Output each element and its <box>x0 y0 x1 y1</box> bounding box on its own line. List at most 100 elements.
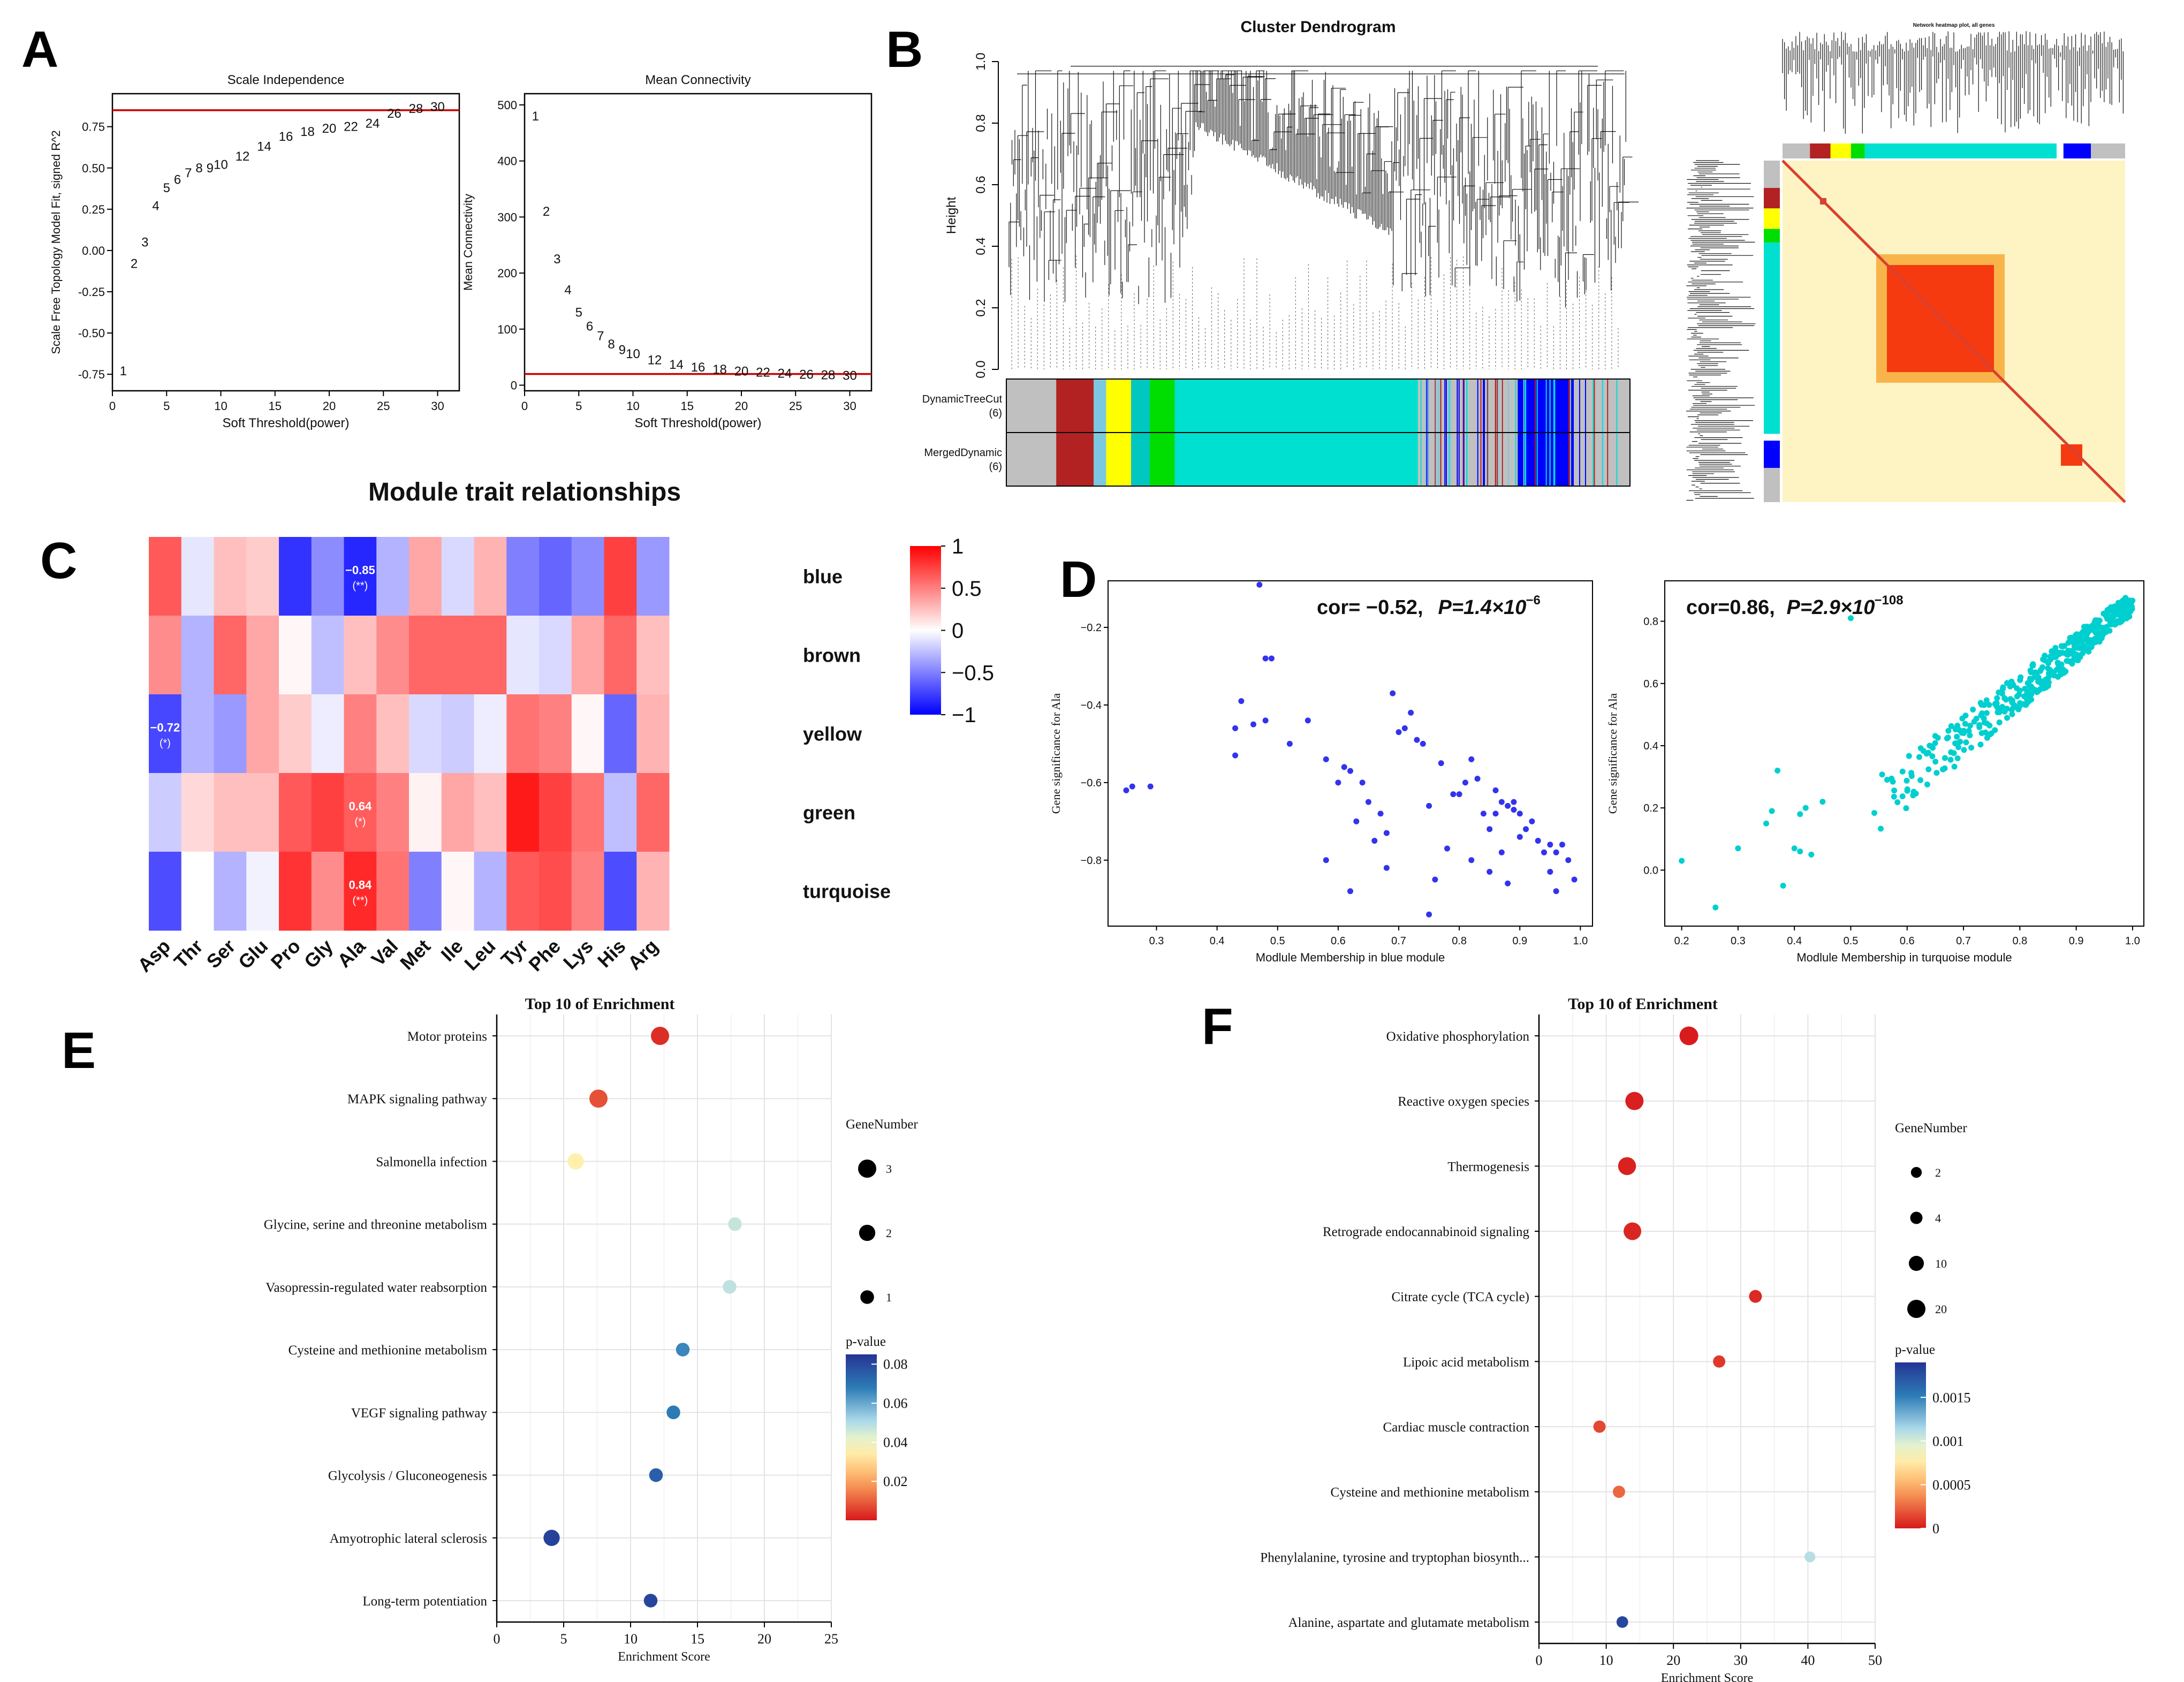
data-point <box>1408 709 1414 716</box>
correlation-text: cor= −0.52, <box>1317 596 1423 619</box>
heatmap-cell <box>344 537 377 616</box>
x-tick-label: 10 <box>214 399 227 413</box>
heatmap-cell <box>409 616 442 695</box>
size-legend-label: 10 <box>1935 1257 1947 1270</box>
power-label: 8 <box>608 337 615 352</box>
data-point <box>1420 740 1426 747</box>
enrichment-bubble <box>728 1217 742 1231</box>
heatmap-cell <box>214 616 247 695</box>
data-point <box>1984 734 1990 741</box>
enrichment-bubble <box>1624 1222 1642 1240</box>
power-label: 4 <box>152 199 159 214</box>
enrichment-bubble <box>1618 1157 1636 1176</box>
data-point <box>1959 715 1966 722</box>
x-tick-label: 0.6 <box>1331 935 1346 947</box>
data-point <box>1970 706 1976 713</box>
power-label: 16 <box>691 360 706 375</box>
top-module-bar <box>1851 143 1865 158</box>
data-point <box>1923 751 1930 757</box>
heatmap-cell <box>344 773 377 852</box>
color-legend-title: p-value <box>846 1335 886 1349</box>
data-point <box>1808 851 1815 858</box>
pvalue-colorbar <box>846 1354 877 1520</box>
colorbar-label: 1 <box>952 535 964 558</box>
data-point <box>2052 648 2059 654</box>
power-label: 28 <box>409 102 423 116</box>
heatmap-diagonal <box>1781 160 2126 503</box>
x-tick-label: 0 <box>1536 1653 1543 1668</box>
size-legend-dot <box>1907 1300 1925 1318</box>
enrichment-bubble <box>1612 1486 1625 1498</box>
data-point <box>2007 696 2014 702</box>
data-point <box>1904 786 1910 792</box>
power-label: 14 <box>669 358 684 372</box>
row-label: turquoise <box>803 881 891 903</box>
data-point <box>2016 691 2022 698</box>
chart-title: Cluster Dendrogram <box>1240 18 1396 36</box>
category-label: Citrate cycle (TCA cycle) <box>1391 1290 1529 1305</box>
x-tick-label: 0.6 <box>1900 935 1915 947</box>
data-point <box>1123 787 1129 793</box>
heatmap-cell <box>311 537 344 616</box>
data-point <box>2096 617 2103 624</box>
data-point <box>2067 635 2073 641</box>
heatmap-cell <box>474 694 507 774</box>
data-point <box>1797 811 1803 817</box>
power-label: 10 <box>214 158 228 172</box>
heatmap-cell <box>246 852 279 931</box>
data-point <box>1917 745 1924 752</box>
y-axis-label: Gene significance for Ala <box>1606 693 1619 814</box>
column-label: Tyr <box>497 935 533 971</box>
side-module-bar <box>1764 188 1780 209</box>
data-point <box>1780 882 1786 889</box>
x-tick-label: 30 <box>431 399 444 413</box>
y-tick-label: 0.6 <box>1643 678 1658 690</box>
data-point <box>1553 849 1559 855</box>
power-label: 10 <box>626 347 640 361</box>
data-point <box>1535 838 1541 844</box>
data-point <box>1390 690 1396 696</box>
enrichment-bubble <box>1749 1290 1762 1303</box>
enrichment-bubble <box>649 1468 663 1482</box>
p-value-exponent: −6 <box>1526 593 1541 608</box>
data-point <box>1976 722 1983 728</box>
data-point <box>1401 725 1408 731</box>
data-point <box>2092 623 2098 630</box>
data-point <box>2071 642 2077 649</box>
size-legend-dot <box>858 1160 876 1178</box>
data-point <box>1286 740 1293 747</box>
x-axis-label: Soft Threshold(power) <box>635 416 762 430</box>
data-point <box>1871 810 1878 816</box>
data-point <box>2029 662 2036 669</box>
data-point <box>1353 818 1360 824</box>
enrichment-bubble <box>1679 1026 1698 1045</box>
dendrogram-top <box>1017 66 1625 74</box>
y-tick-label: 0.4 <box>974 237 988 255</box>
data-point <box>1986 702 1992 708</box>
heatmap-cell <box>506 616 540 695</box>
colorbar-label: 0.02 <box>883 1474 908 1489</box>
y-tick-label: 0.4 <box>1643 740 1658 752</box>
power-label: 9 <box>207 161 214 176</box>
data-point <box>2045 660 2052 666</box>
heatmap-cell <box>409 537 442 616</box>
power-label: 2 <box>131 257 138 271</box>
x-tick-label: 0.4 <box>1787 935 1802 947</box>
heatmap-cell <box>376 694 410 774</box>
data-point <box>1359 779 1366 786</box>
cell-value: 0.84 <box>348 878 372 892</box>
data-point <box>1505 880 1511 887</box>
data-point <box>2105 606 2112 612</box>
size-legend-label: 2 <box>1935 1166 1941 1179</box>
power-label: 3 <box>141 236 148 250</box>
x-tick-label: 0.8 <box>2012 935 2027 947</box>
heatmap-cell <box>571 616 604 695</box>
data-point <box>1932 740 1938 746</box>
heatmap-cell <box>279 773 312 852</box>
power-label: 26 <box>799 368 814 382</box>
enrichment-bubble <box>643 1594 658 1608</box>
category-label: Phenylalanine, tyrosine and tryptophan b… <box>1260 1550 1529 1565</box>
y-tick-label: 0.50 <box>82 162 105 175</box>
data-point <box>1347 888 1353 895</box>
x-tick-label: 30 <box>843 399 856 413</box>
